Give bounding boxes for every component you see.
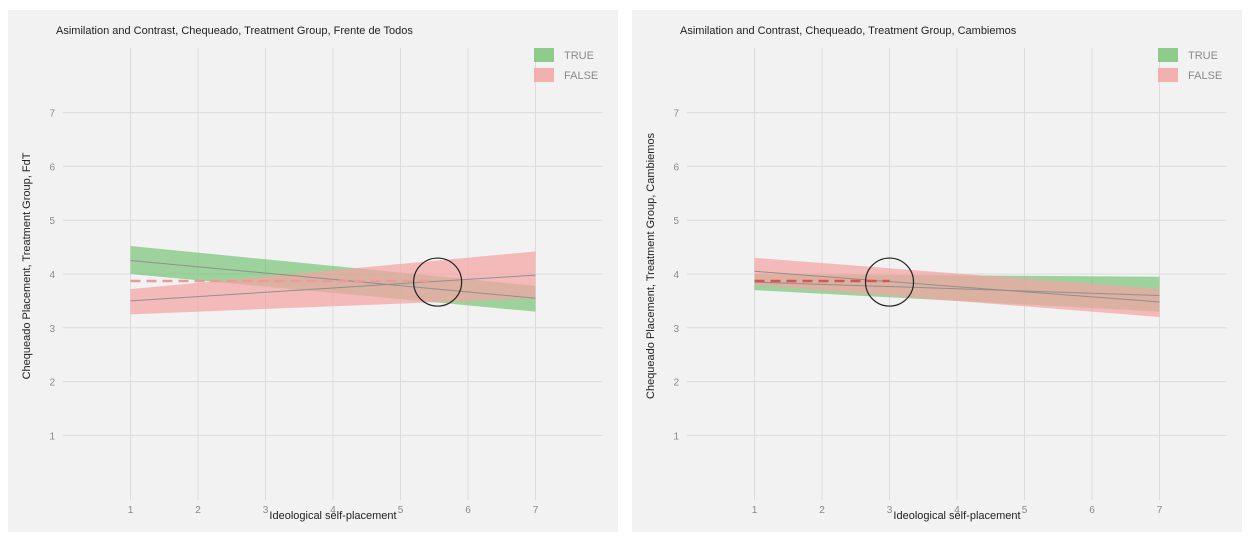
y-tick-label: 1 <box>673 431 679 442</box>
x-tick-label: 4 <box>954 505 960 516</box>
legend-swatch-false <box>1158 68 1178 82</box>
y-tick-label: 4 <box>49 270 55 281</box>
highlight-circle <box>864 257 915 307</box>
x-tick-label: 7 <box>1157 505 1163 516</box>
chart-title: Asimilation and Contrast, Chequeado, Tre… <box>680 25 1017 37</box>
y-tick-label: 5 <box>673 216 679 227</box>
y-tick-label: 6 <box>49 162 55 173</box>
legend-label-true: TRUE <box>564 50 594 62</box>
legend-swatch-true <box>534 48 554 62</box>
x-tick-label: 5 <box>398 505 404 516</box>
legend-swatch-false <box>534 68 554 82</box>
x-tick-label: 3 <box>263 505 269 516</box>
x-tick-label: 3 <box>887 505 893 516</box>
ribbon-false <box>130 251 536 315</box>
y-axis-label: Chequeado Placement, Treatment Group, Ca… <box>645 133 657 399</box>
fit-line-true <box>130 260 536 299</box>
y-tick-label: 3 <box>673 324 679 335</box>
legend-label-true: TRUE <box>1188 50 1218 62</box>
chart-left-svg: 1 2 3 4 5 6 7 1 2 3 4 5 6 7 Asimilation and Contrast, … <box>21 25 603 522</box>
fit-line-false <box>754 270 1160 303</box>
x-tick-label: 4 <box>330 505 336 516</box>
x-axis-label: Ideological self-placement <box>269 510 396 522</box>
highlight-circle <box>413 257 463 307</box>
y-tick-label: 2 <box>673 378 679 389</box>
y-tick-label: 7 <box>673 109 679 120</box>
y-tick-label: 4 <box>673 270 679 281</box>
fit-line-false <box>130 274 536 302</box>
legend-swatch-true <box>1158 48 1178 62</box>
ribbon-false <box>754 257 1160 318</box>
chart-right-svg: 1 2 3 4 5 6 7 1 2 3 4 5 6 7 Asimilation and Contrast, … <box>645 25 1227 522</box>
x-axis-label: Ideological self-placement <box>893 510 1020 522</box>
x-tick-label: 1 <box>128 505 134 516</box>
x-tick-label: 1 <box>752 505 758 516</box>
y-tick-label: 7 <box>49 109 55 120</box>
y-axis-label: Chequeado Placement, Treatment Group, Fd… <box>21 152 33 379</box>
fit-line-true <box>754 281 1160 297</box>
legend-label-false: FALSE <box>1188 70 1222 82</box>
y-tick-label: 3 <box>49 324 55 335</box>
chart-panel-left: 1 2 3 4 5 6 7 1 2 3 4 5 6 7 Asimilation and Contrast, … <box>8 10 618 532</box>
y-tick-label: 2 <box>49 378 55 389</box>
y-tick-label: 5 <box>49 216 55 227</box>
x-tick-label: 7 <box>533 505 539 516</box>
x-tick-label: 6 <box>1089 505 1095 516</box>
y-tick-label: 1 <box>49 431 55 442</box>
x-tick-label: 2 <box>819 505 825 516</box>
legend-label-false: FALSE <box>564 70 598 82</box>
chart-title: Asimilation and Contrast, Chequeado, Tre… <box>56 25 413 37</box>
chart-panel-right: 1 2 3 4 5 6 7 1 2 3 4 5 6 7 Asimilation and Contrast, … <box>632 10 1242 532</box>
x-tick-label: 6 <box>465 505 471 516</box>
x-tick-label: 2 <box>195 505 201 516</box>
y-tick-label: 6 <box>673 162 679 173</box>
x-tick-label: 5 <box>1022 505 1028 516</box>
